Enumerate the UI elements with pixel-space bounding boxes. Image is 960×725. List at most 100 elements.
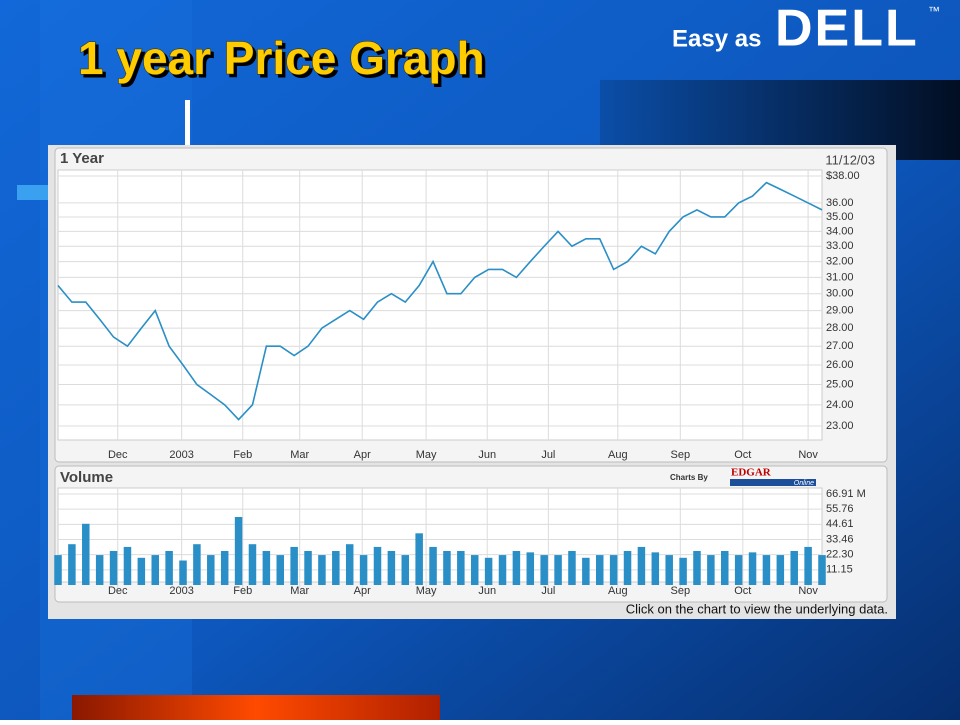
credit-suffix: Online bbox=[794, 480, 814, 487]
volume-bar bbox=[332, 550, 340, 585]
volume-bar bbox=[582, 557, 590, 585]
volume-bar bbox=[429, 546, 437, 585]
x-tick-label: May bbox=[416, 585, 437, 597]
credit-brand: EDGAR bbox=[731, 467, 772, 479]
y-tick-label: 55.76 bbox=[826, 503, 854, 515]
chart-title: 1 Year bbox=[60, 150, 104, 167]
volume-bar bbox=[387, 550, 396, 585]
volume-bar bbox=[498, 555, 507, 585]
credit-bar bbox=[730, 479, 816, 486]
y-tick-label: 32.00 bbox=[826, 255, 854, 267]
volume-bar bbox=[137, 557, 146, 585]
footer-bar bbox=[72, 695, 440, 720]
y-tick-label: 36.00 bbox=[826, 197, 854, 209]
y-tick-label: 26.00 bbox=[826, 359, 854, 371]
x-tick-label: Dec bbox=[108, 585, 128, 597]
x-tick-label: Sep bbox=[671, 585, 691, 597]
y-tick-label: 35.00 bbox=[826, 211, 854, 223]
slide-title: 1 year Price Graph bbox=[78, 32, 485, 84]
volume-bar bbox=[540, 555, 548, 585]
volume-bar bbox=[637, 546, 646, 585]
x-tick-label: Nov bbox=[798, 449, 818, 461]
volume-bar bbox=[776, 555, 785, 585]
accent bbox=[17, 185, 48, 200]
volume-bar bbox=[790, 550, 798, 585]
volume-bar bbox=[623, 550, 632, 585]
volume-bar bbox=[95, 555, 104, 585]
volume-bar bbox=[665, 555, 673, 585]
x-tick-label: Jul bbox=[541, 449, 555, 461]
x-tick-label: Mar bbox=[290, 585, 309, 597]
x-tick-label: Oct bbox=[734, 585, 751, 597]
volume-bar bbox=[193, 544, 201, 585]
x-tick-label: Feb bbox=[233, 585, 252, 597]
y-tick-label: 31.00 bbox=[826, 271, 854, 283]
volume-bar bbox=[290, 546, 298, 585]
y-tick-label: 33.00 bbox=[826, 240, 854, 252]
x-tick-label: Dec bbox=[108, 449, 128, 461]
volume-bar bbox=[401, 555, 410, 585]
volume-bar bbox=[373, 546, 382, 585]
x-tick-label: Nov bbox=[798, 585, 818, 597]
price-line bbox=[57, 181, 823, 421]
volume-bar bbox=[68, 544, 76, 585]
volume-bar bbox=[415, 533, 423, 585]
chart-title: Volume bbox=[60, 469, 113, 486]
volume-bar bbox=[721, 550, 729, 585]
y-tick-label: 28.00 bbox=[826, 322, 854, 334]
volume-bar bbox=[818, 555, 826, 585]
x-tick-label: 2003 bbox=[169, 585, 193, 597]
x-tick-label: 2003 bbox=[169, 449, 193, 461]
x-tick-label: May bbox=[416, 449, 437, 461]
volume-bar bbox=[262, 550, 271, 585]
y-tick-label: 33.46 bbox=[826, 533, 854, 545]
x-tick-label: Oct bbox=[734, 449, 751, 461]
y-tick-label: 22.30 bbox=[826, 549, 854, 561]
accent-line bbox=[185, 100, 190, 145]
volume-bar bbox=[568, 550, 576, 585]
y-tick-label: $38.00 bbox=[826, 170, 860, 182]
volume-bar bbox=[526, 552, 535, 585]
volume-bar bbox=[304, 550, 312, 585]
y-tick-label: 24.00 bbox=[826, 399, 854, 411]
volume-bar bbox=[165, 550, 173, 585]
logo-tagline: Easy as bbox=[672, 25, 761, 52]
volume-bar bbox=[248, 544, 257, 585]
volume-bar bbox=[123, 546, 132, 585]
volume-bar bbox=[276, 555, 285, 585]
y-tick-label: 11.15 bbox=[826, 564, 853, 576]
volume-bar bbox=[707, 555, 715, 585]
y-tick-label: 25.00 bbox=[826, 378, 854, 390]
x-tick-label: Aug bbox=[608, 449, 628, 461]
volume-bar bbox=[748, 552, 757, 585]
x-tick-label: Aug bbox=[608, 585, 628, 597]
volume-bar bbox=[762, 555, 771, 585]
date-label: 11/12/03 bbox=[825, 152, 875, 167]
y-tick-label: 44.61 bbox=[826, 518, 854, 530]
price-plot bbox=[57, 169, 823, 441]
volume-bar bbox=[207, 555, 215, 585]
volume-bar bbox=[734, 555, 743, 585]
volume-bar bbox=[651, 552, 660, 585]
volume-bar bbox=[554, 555, 562, 585]
volume-bar bbox=[484, 557, 493, 585]
x-tick-label: Jun bbox=[478, 449, 496, 461]
volume-bar bbox=[151, 555, 159, 585]
x-tick-label: Apr bbox=[354, 585, 371, 597]
logo-brand: DELL bbox=[775, 0, 919, 58]
x-tick-label: Sep bbox=[671, 449, 691, 461]
volume-bar bbox=[345, 544, 354, 585]
volume-bar bbox=[457, 550, 465, 585]
volume-bar bbox=[443, 550, 451, 585]
x-tick-label: Apr bbox=[354, 449, 371, 461]
volume-bar bbox=[220, 550, 229, 585]
volume-bar bbox=[54, 555, 62, 585]
x-tick-label: Jul bbox=[541, 585, 555, 597]
volume-bar bbox=[359, 555, 368, 585]
volume-bar bbox=[693, 550, 701, 585]
volume-bar bbox=[804, 546, 812, 585]
y-tick-label: 34.00 bbox=[826, 225, 854, 237]
logo-tm: ™ bbox=[928, 4, 940, 18]
y-tick-label: 29.00 bbox=[826, 305, 854, 317]
